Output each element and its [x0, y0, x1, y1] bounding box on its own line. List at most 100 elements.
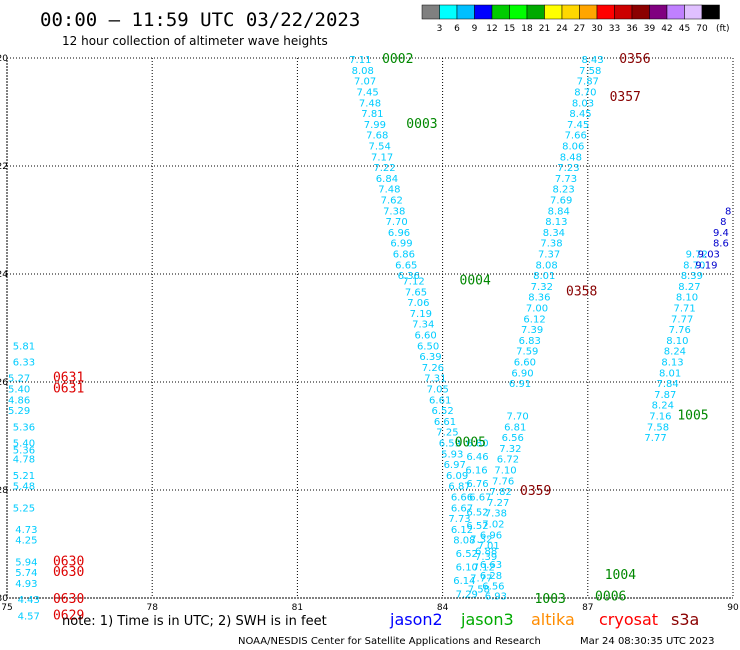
data-point: 9.19 — [695, 260, 717, 271]
legend-s3a: s3a — [671, 610, 699, 629]
data-point: 5.40 — [8, 384, 30, 395]
data-point: 6.39 — [419, 352, 441, 363]
data-point: 7.16 — [649, 411, 671, 422]
colorbar-label: 70 — [696, 24, 708, 34]
data-point: 6.96 — [480, 530, 502, 541]
data-point: 6.12 — [451, 525, 473, 536]
data-point: 7.12 — [473, 563, 495, 574]
data-point: 8.01 — [659, 368, 681, 379]
colorbar-label: 39 — [644, 24, 656, 34]
data-point: 7.65 — [405, 287, 427, 298]
data-point: 6.28 — [480, 571, 502, 582]
data-point: 6.90 — [511, 368, 533, 379]
data-point: 6.60 — [415, 330, 437, 341]
data-point: 7.81 — [361, 109, 383, 120]
data-point: 8.45 — [569, 109, 591, 120]
data-point: 6.12 — [523, 314, 545, 325]
data-point: 7.17 — [371, 152, 393, 163]
data-point: 7.31 — [424, 374, 446, 385]
colorbar-label: 12 — [486, 24, 497, 34]
grid — [6, 57, 734, 599]
x-tick-label: 81 — [292, 603, 303, 613]
data-point: 7.32 — [531, 282, 553, 293]
data-point: 6.16 — [465, 465, 487, 476]
data-point: 8 — [720, 217, 726, 228]
data-point: 8.01 — [533, 271, 555, 282]
data-point: 7.26 — [422, 363, 444, 374]
data-point: 7.77 — [470, 573, 492, 584]
data-point: 7.38 — [540, 239, 562, 250]
data-point: 7.32 — [499, 444, 521, 455]
data-point: 7.25 — [436, 428, 458, 439]
data-point: 7.02 — [482, 519, 504, 530]
data-point: 4.78 — [13, 455, 35, 466]
colorbar-label: 6 — [454, 24, 460, 34]
data-point: 7.00 — [526, 303, 548, 314]
data-point: 8.36 — [528, 293, 550, 304]
data-point: 7.11 — [349, 55, 371, 66]
data-point: 5.21 — [13, 471, 35, 482]
data-point: 7.77 — [671, 314, 693, 325]
data-point: 6.61 — [429, 395, 451, 406]
colorbar-swatch — [526, 4, 545, 20]
colorbar-swatch — [561, 4, 580, 20]
chart-title: 00:00 — 11:59 UTC 03/22/2023 — [40, 9, 360, 31]
x-tick-label: 78 — [146, 603, 158, 613]
data-point: 8.84 — [548, 206, 570, 217]
colorbar-swatch — [649, 4, 668, 20]
data-point: 5.36 — [13, 422, 35, 433]
data-point: 6.61 — [434, 417, 456, 428]
colorbar-label: 9 — [472, 24, 478, 34]
data-point: 5.27 — [8, 374, 30, 385]
data-point: 6.46 — [466, 452, 488, 463]
colorbar-label: 21 — [539, 24, 550, 34]
data-point: 8.13 — [661, 357, 683, 368]
legend-jason3: jason3 — [460, 610, 514, 629]
y-tick-label: -28 — [0, 486, 8, 496]
colorbar-swatch — [544, 4, 563, 20]
data-point: 6.36 — [398, 271, 420, 282]
data-point: 8.10 — [676, 293, 698, 304]
x-tick-label: 90 — [727, 603, 739, 613]
data-point: 7.69 — [550, 195, 572, 206]
data-point: 6.87 — [448, 482, 470, 493]
data-point: 5.93 — [441, 449, 463, 460]
data-point: 7.73 — [555, 174, 577, 185]
pass-label: 0631 — [53, 381, 84, 396]
data-point: 6.67 — [469, 492, 491, 503]
data-point: 6.86 — [393, 249, 415, 260]
data-point: 7.07 — [354, 77, 376, 88]
data-point: 7.48 — [359, 98, 381, 109]
pass-label: 1004 — [605, 568, 636, 583]
data-point: 6.80 — [466, 438, 488, 449]
data-point: 4.86 — [8, 395, 30, 406]
colorbar-swatch — [701, 4, 720, 20]
data-point: 4.73 — [15, 525, 37, 536]
data-point: 7.70 — [506, 411, 528, 422]
data-point: 8 — [725, 206, 731, 217]
data-point: 6.50 — [417, 341, 439, 352]
data-point: 5.25 — [13, 503, 35, 514]
data-point: 6.56 — [482, 582, 504, 593]
data-point: 6.59 — [439, 438, 461, 449]
data-point: 8.43 — [582, 55, 604, 66]
colorbar-swatch — [596, 4, 615, 20]
colorbar-unit: (ft) — [716, 24, 730, 34]
data-point: 7.68 — [366, 131, 388, 142]
data-point: 7.76 — [492, 476, 514, 487]
colorbar-swatch — [579, 4, 598, 20]
data-point: 8.27 — [678, 282, 700, 293]
data-point: 8.48 — [560, 152, 582, 163]
legend-jason2: jason2 — [389, 610, 443, 629]
data-point: 4.93 — [15, 579, 37, 590]
data-point: 8.24 — [664, 347, 686, 358]
colorbar-swatch — [614, 4, 633, 20]
data-point: 6.65 — [395, 260, 417, 271]
data-point: 7.22 — [373, 163, 395, 174]
data-point: 7.29 — [456, 590, 478, 601]
data-point: 7.39 — [475, 552, 497, 563]
data-point: 6.14 — [453, 576, 475, 587]
data-point: 6.93 — [485, 591, 507, 602]
y-tick-label: -30 — [0, 594, 8, 604]
data-point: 7.84 — [657, 379, 679, 390]
